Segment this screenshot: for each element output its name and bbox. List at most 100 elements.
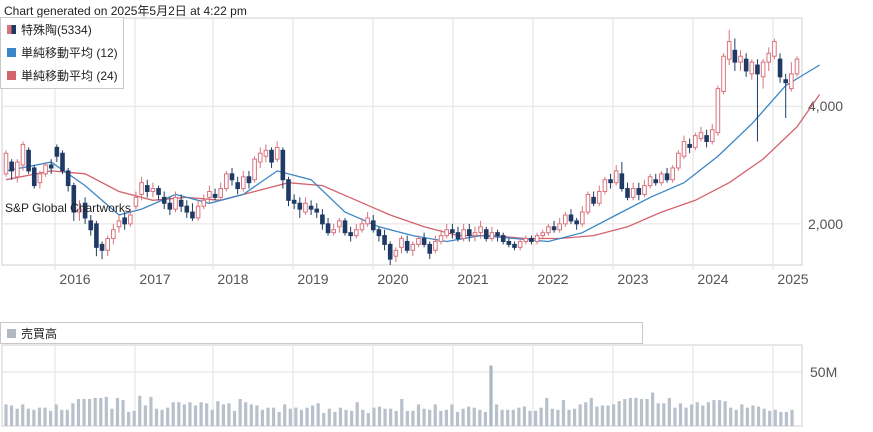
candle [150, 182, 156, 198]
volume-bar [740, 404, 744, 426]
sma24-swatch-icon [7, 71, 16, 80]
candle-body [777, 58, 783, 78]
candle [506, 238, 512, 248]
candle [94, 220, 99, 257]
volume-bar [266, 407, 270, 426]
x-tick-label: 2020 [377, 271, 408, 287]
candle-body [585, 193, 591, 213]
volume-bar [433, 404, 437, 426]
candle-body [647, 176, 653, 187]
candle [393, 247, 399, 263]
candle-body [252, 158, 257, 181]
candle [365, 212, 370, 227]
candle-body [161, 196, 167, 204]
volume-bar [478, 409, 482, 426]
candle [653, 173, 659, 186]
volume-bar [350, 410, 354, 426]
volume-bar [65, 409, 69, 426]
candle-body [37, 173, 43, 184]
volume-bar [584, 402, 588, 426]
candle [229, 167, 235, 186]
volume-bar [305, 407, 309, 426]
sma12-swatch-icon [7, 48, 16, 57]
candle [500, 232, 506, 245]
candle [325, 217, 331, 236]
volume-bar [255, 405, 259, 426]
candle-body [359, 223, 365, 231]
candle [625, 182, 630, 201]
candle-body [698, 132, 704, 140]
candle-body [348, 232, 353, 237]
candle [280, 147, 286, 189]
legend-item-sma24: 単純移動平均 (24) [1, 64, 123, 87]
candle [512, 241, 517, 251]
volume-bar [199, 402, 203, 426]
legend-item-volume: 売買高 [1, 323, 642, 343]
candle-body [551, 226, 557, 231]
volume-bar [76, 399, 81, 426]
volume-bar [522, 406, 527, 426]
candle [195, 200, 201, 221]
volume-bar [784, 411, 789, 426]
candle-body [15, 161, 20, 178]
volume-bar [567, 409, 571, 426]
candle-body [495, 232, 500, 237]
candle-body [738, 55, 743, 63]
volume-legend: 売買高 [0, 322, 643, 344]
candle-body [704, 135, 709, 143]
candle [354, 223, 359, 239]
candle [88, 215, 94, 236]
candle [664, 167, 670, 183]
candle-body [201, 199, 207, 207]
volume-bar [310, 405, 315, 426]
candle [585, 191, 591, 216]
volume-bar [600, 405, 605, 426]
candle [551, 220, 557, 233]
candle-body [687, 143, 692, 148]
candle-body [308, 205, 314, 210]
volume-bar [612, 404, 616, 426]
candle-body [9, 161, 14, 172]
candle [207, 185, 212, 204]
candle-body [664, 173, 670, 181]
candle-body [60, 152, 65, 172]
candle [630, 182, 636, 201]
volume-bar [110, 408, 114, 426]
candle-body [534, 235, 540, 242]
candle-body [128, 214, 133, 225]
candle-body [314, 208, 320, 213]
candle [77, 200, 82, 221]
candle-body [693, 135, 698, 148]
candle [370, 215, 376, 233]
candle [26, 147, 31, 174]
candle [71, 182, 77, 221]
x-tick-label: 2017 [139, 271, 170, 287]
candle-body [619, 173, 625, 190]
candle [65, 167, 71, 192]
volume-bar [104, 396, 108, 426]
candle [308, 200, 314, 216]
candle-body [263, 149, 269, 157]
candle [743, 53, 749, 77]
volume-swatch-icon [7, 328, 16, 338]
chart-generated-timestamp: Chart generated on 2025年5月2日 at 4:22 pm [4, 4, 247, 18]
watermark: S&P Global Chartworks [5, 201, 131, 215]
volume-bar [132, 410, 136, 426]
candle [789, 62, 794, 92]
volume-bar [606, 405, 610, 426]
volume-bar [639, 399, 644, 426]
volume-bar [71, 403, 75, 426]
candle [523, 235, 529, 245]
volume-bar [729, 407, 733, 426]
candle-body [195, 205, 201, 219]
candle [3, 150, 9, 177]
candle-body [291, 199, 297, 204]
price-plot-frame [1, 17, 803, 266]
volume-bar [244, 402, 248, 426]
legend-item-price: 特殊陶(5334) [1, 18, 123, 41]
candle-body [506, 240, 512, 245]
volume-bar [589, 397, 593, 426]
candle-body [105, 238, 111, 251]
volume-bar [628, 397, 632, 426]
sma12-line [5, 64, 820, 243]
